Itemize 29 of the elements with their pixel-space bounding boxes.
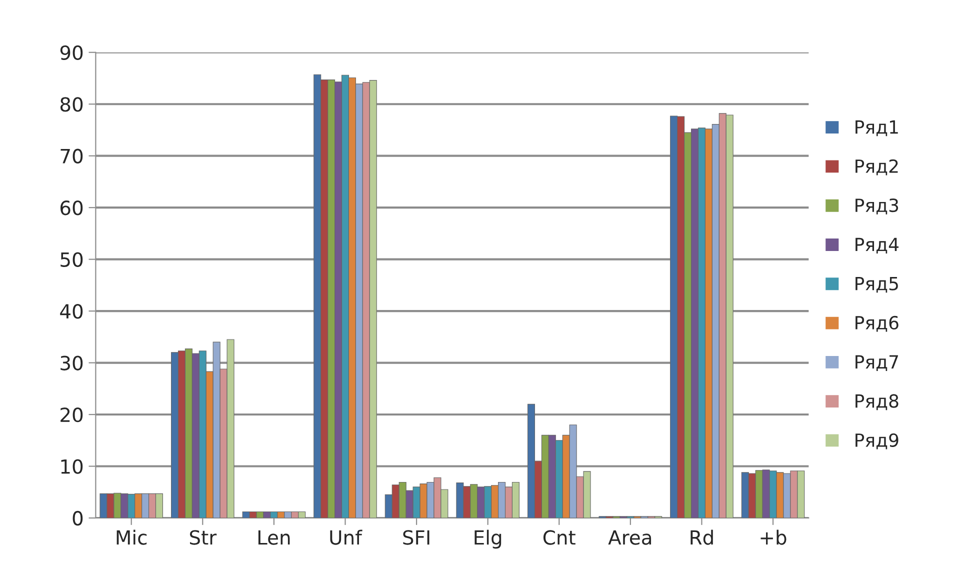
legend-label: Ряд8 [856, 394, 898, 410]
y-tick-label: 0 [72, 510, 83, 526]
y-tick-label: 90 [60, 45, 83, 60]
x-tick-label: +b [760, 530, 786, 545]
legend-label: Ряд6 [856, 316, 898, 332]
legend-label: Ряд7 [856, 355, 898, 371]
legend-label: Ряд2 [856, 159, 898, 176]
y-tick-label: 60 [60, 200, 83, 216]
legend-label: Ряд1 [856, 120, 898, 136]
x-tick-label: Str [190, 530, 217, 545]
y-tick-label: 50 [60, 252, 83, 267]
y-tick-label: 80 [60, 97, 83, 112]
y-tick-label: 30 [60, 356, 83, 370]
legend-label: Ряд3 [856, 198, 898, 214]
y-tick-label: 10 [61, 459, 83, 474]
y-tick-label: 20 [60, 407, 83, 422]
legend-label: Ряд9 [856, 433, 898, 450]
x-tick-label: Area [608, 530, 652, 545]
legend-label: Ряд5 [856, 277, 898, 293]
y-tick-label: 40 [60, 304, 83, 319]
x-tick-label: Len [258, 530, 290, 545]
x-tick-label: Elg [474, 530, 502, 549]
y-tick-label: 70 [60, 148, 83, 164]
x-tick-label: Rd [690, 530, 713, 545]
x-tick-label: Mic [116, 530, 147, 545]
x-tick-label: Cnt [543, 530, 576, 545]
legend-label: Ряд4 [856, 238, 899, 254]
x-tick-label: Unf [330, 530, 362, 545]
x-tick-label: SFI [403, 530, 430, 545]
